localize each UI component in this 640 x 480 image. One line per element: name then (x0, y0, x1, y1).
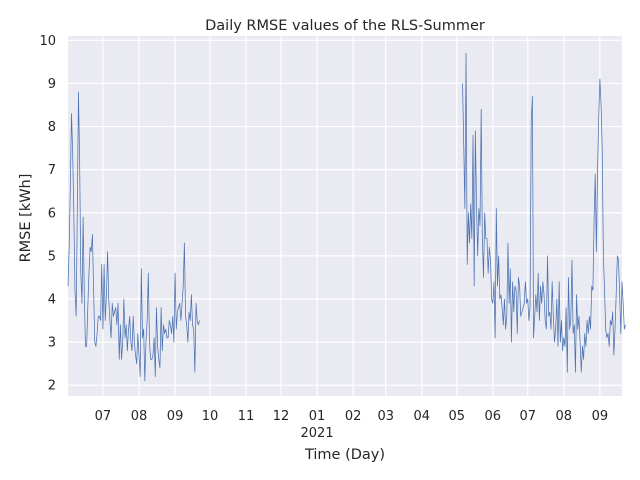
y-tick-label: 3 (48, 336, 56, 351)
x-tick-label: 06 (485, 409, 502, 424)
x-tick-label: 09 (592, 409, 609, 424)
series-line-1 (67, 91, 200, 382)
x-tick-label: 08 (131, 409, 148, 424)
x-tick-label: 05 (448, 409, 465, 424)
x-tick-labels: 07 08 09 10 11 12 01 2021 02 03 04 05 06 07 08 09 (95, 409, 609, 441)
y-tick-label: 2 (48, 379, 56, 394)
x-tick-label: 09 (167, 409, 184, 424)
x-tick-label: 02 (345, 409, 362, 424)
x-tick-year-label: 2021 (301, 426, 334, 441)
x-tick-label: 07 (95, 409, 112, 424)
x-tick-label: 11 (238, 409, 255, 424)
x-tick-label: 12 (273, 409, 290, 424)
y-tick-labels: 2 3 4 5 6 7 8 9 10 (39, 34, 56, 394)
x-tick-label: 01 (309, 409, 326, 424)
x-tick-label: 10 (202, 409, 219, 424)
y-axis-label: RMSE [kWh] (18, 174, 34, 263)
gridlines (68, 36, 622, 396)
y-tick-label: 8 (48, 120, 56, 135)
x-tick-label: 07 (519, 409, 536, 424)
y-tick-label: 7 (48, 163, 56, 178)
y-tick-label: 5 (48, 249, 56, 264)
y-tick-label: 6 (48, 206, 56, 221)
y-tick-label: 9 (48, 77, 56, 92)
x-tick-label: 08 (556, 409, 573, 424)
series-layer (67, 52, 626, 382)
y-tick-label: 4 (48, 292, 56, 307)
series-line-2 (462, 52, 626, 373)
x-axis-label: Time (Day) (304, 447, 385, 463)
x-tick-label: 04 (414, 409, 431, 424)
x-tick-label: 03 (377, 409, 394, 424)
chart-title: Daily RMSE values of the RLS-Summer (205, 18, 485, 34)
y-tick-label: 10 (39, 34, 56, 49)
